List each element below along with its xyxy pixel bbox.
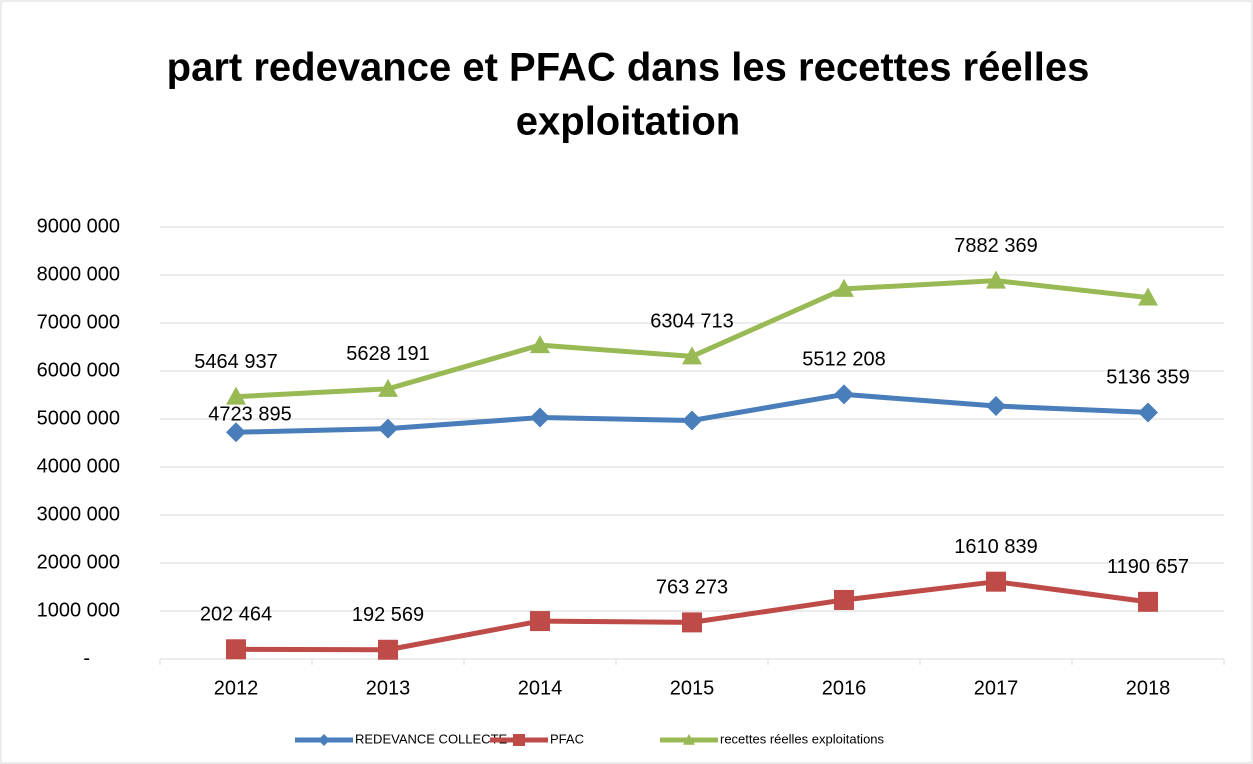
- marker: [378, 639, 398, 660]
- y-tick-label: 9000 000: [37, 215, 120, 237]
- marker: [530, 407, 550, 428]
- x-tick-label: 2018: [1126, 677, 1171, 699]
- data-label: 5464 937: [194, 351, 277, 373]
- marker: [226, 386, 246, 405]
- y-tick-label: 1000 000: [37, 599, 120, 621]
- y-tick-label: 6000 000: [37, 359, 120, 381]
- data-label: 192 569: [352, 604, 424, 626]
- marker: [318, 734, 330, 746]
- marker: [986, 571, 1006, 592]
- marker: [683, 734, 695, 745]
- data-label: 6304 713: [650, 311, 733, 333]
- marker: [986, 270, 1006, 289]
- marker: [378, 378, 398, 397]
- x-tick-label: 2014: [518, 677, 563, 699]
- y-tick-label: -: [83, 647, 90, 669]
- data-label: 1610 839: [954, 536, 1037, 558]
- chart-title: exploitation: [516, 100, 740, 144]
- data-label: 202 464: [200, 604, 272, 626]
- legend-label: PFAC: [550, 731, 584, 746]
- y-tick-label: 8000 000: [37, 263, 120, 285]
- legend-label: recettes réelles exploitations: [720, 731, 885, 746]
- y-tick-label: 4000 000: [37, 455, 120, 477]
- marker: [530, 611, 550, 632]
- x-tick-label: 2017: [974, 677, 1019, 699]
- data-label: 5628 191: [346, 343, 429, 365]
- marker: [834, 384, 854, 405]
- data-label: 763 273: [656, 577, 728, 599]
- marker: [226, 639, 246, 660]
- data-label: 5512 208: [802, 349, 885, 371]
- y-tick-label: 2000 000: [37, 551, 120, 573]
- marker: [513, 734, 525, 746]
- marker: [378, 418, 398, 439]
- legend-label: REDEVANCE COLLECTE: [355, 731, 508, 746]
- marker: [226, 422, 246, 443]
- marker: [986, 396, 1006, 417]
- marker: [682, 346, 702, 365]
- y-tick-label: 7000 000: [37, 311, 120, 333]
- data-label: 1190 657: [1107, 556, 1189, 578]
- data-label: 7882 369: [954, 235, 1037, 257]
- marker: [834, 278, 854, 297]
- marker: [1138, 591, 1158, 612]
- chart-title: part redevance et PFAC dans les recettes…: [167, 46, 1090, 90]
- data-label: 5136 359: [1106, 367, 1189, 389]
- marker: [1138, 402, 1158, 423]
- x-tick-label: 2015: [670, 677, 715, 699]
- data-label: 4723 895: [208, 404, 291, 426]
- x-tick-label: 2013: [366, 677, 411, 699]
- marker: [682, 410, 702, 431]
- marker: [530, 335, 550, 354]
- x-tick-label: 2016: [822, 677, 867, 699]
- y-tick-label: 5000 000: [37, 407, 120, 429]
- marker: [1138, 287, 1158, 306]
- marker: [682, 612, 702, 633]
- y-tick-label: 3000 000: [37, 503, 120, 525]
- marker: [834, 589, 854, 610]
- x-tick-label: 2012: [214, 677, 259, 699]
